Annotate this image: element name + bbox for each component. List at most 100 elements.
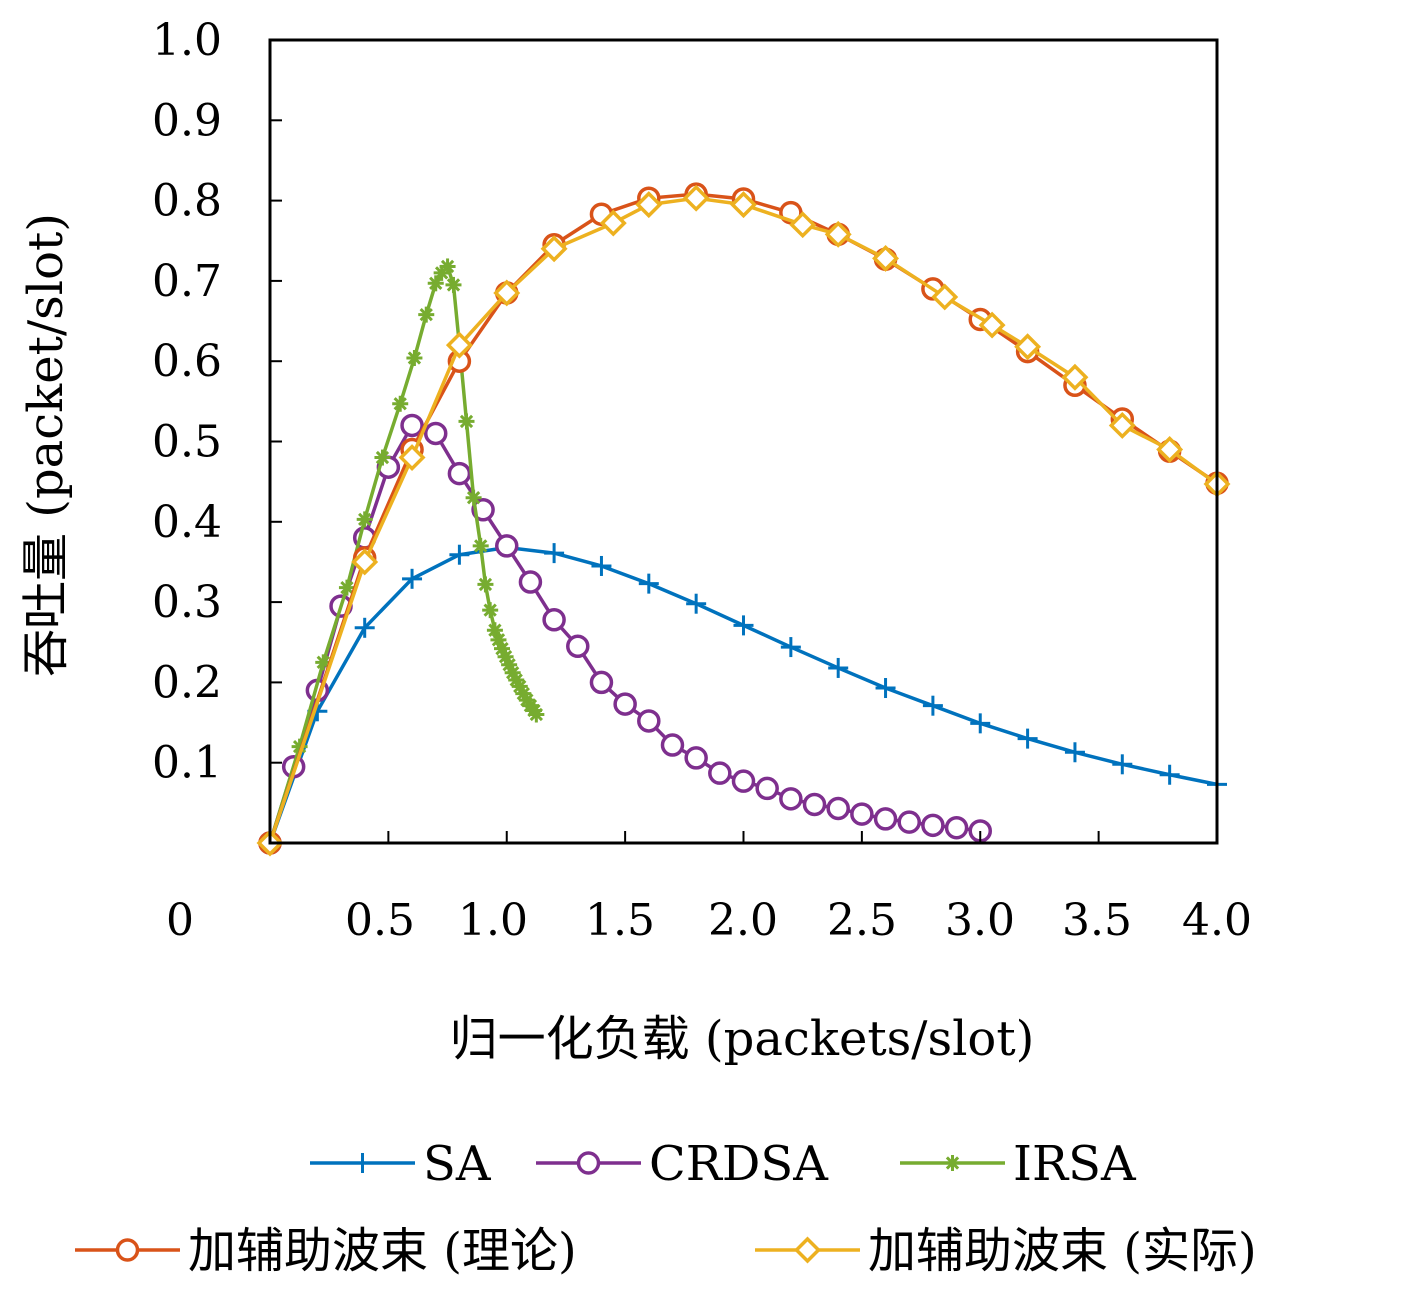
data-point-diamond: [493, 279, 521, 307]
data-point-diamond: [599, 209, 627, 237]
data-point-circle: [471, 498, 495, 522]
x-tick-label: 0.5: [345, 895, 415, 946]
data-point-circle: [921, 813, 945, 838]
data-point-diamond: [794, 1236, 821, 1264]
data-point-asterisk: [528, 706, 545, 723]
data-point-diamond: [931, 283, 959, 311]
legend-item: 加辅助波束 (实际): [755, 1223, 1257, 1279]
legend-label: IRSA: [1013, 1136, 1137, 1192]
y-tick-label: 0.6: [152, 336, 222, 387]
data-point-circle: [731, 769, 756, 793]
series-line: [268, 423, 981, 844]
data-point-asterisk: [944, 1155, 961, 1171]
x-tick-label: 4.0: [1182, 895, 1252, 946]
legend-label: 加辅助波束 (实际): [868, 1223, 1257, 1279]
legend-label: SA: [423, 1136, 492, 1192]
data-point-circle: [897, 810, 921, 834]
data-point-diamond: [1014, 333, 1042, 361]
data-point-plus: [638, 573, 659, 594]
data-point-circle: [850, 802, 874, 826]
data-point-circle: [755, 776, 779, 801]
data-point-diamond: [445, 331, 473, 359]
data-point-asterisk: [418, 306, 435, 323]
data-point-circle: [423, 421, 448, 446]
data-point-diamond: [730, 191, 757, 219]
data-point-diamond: [682, 184, 710, 212]
legend-item: 加辅助波束 (理论): [75, 1223, 577, 1279]
data-point-circle: [576, 1151, 601, 1175]
data-point-plus: [686, 593, 707, 614]
data-point-asterisk: [458, 413, 475, 430]
x-tick-label: 2.5: [827, 895, 897, 946]
data-point-diamond: [540, 235, 568, 263]
legend-item: SA: [310, 1136, 492, 1192]
series-加辅助波束 (实际): [256, 184, 1231, 857]
legend-label: 加辅助波束 (理论): [188, 1223, 577, 1279]
data-point-circle: [826, 796, 850, 821]
y-tick-label: 0.1: [152, 738, 222, 789]
data-point-asterisk: [465, 489, 482, 506]
data-point-circle: [779, 787, 803, 811]
data-point-diamond: [398, 444, 426, 472]
data-point-circle: [708, 761, 732, 785]
data-point-plus: [922, 695, 943, 716]
axis-tick-labels: 0 0.5 1.0 1.5 2.0 2.5 3.0 3.5 4.0 0.1 0.2 0.3 0.4 0.5…: [152, 15, 1252, 946]
y-tick-label: 0.5: [152, 417, 222, 468]
data-point-circle: [802, 792, 827, 817]
data-point-circle: [400, 413, 424, 438]
data-point-plus: [1017, 728, 1038, 749]
data-point-circle: [495, 534, 519, 558]
data-point-plus: [402, 568, 423, 589]
legend-item: CRDSA: [536, 1136, 829, 1192]
data-point-asterisk: [439, 258, 456, 275]
y-tick-label: 1.0: [152, 15, 222, 66]
data-point-diamond: [1156, 436, 1184, 464]
data-point-diamond: [351, 548, 379, 576]
data-point-asterisk: [356, 511, 373, 528]
legend-item: IRSA: [900, 1136, 1137, 1192]
data-point-circle: [944, 815, 969, 840]
y-axis-label: 吞吐量 (packet/slot): [18, 213, 74, 677]
data-point-circle: [684, 746, 708, 770]
data-point-plus: [828, 657, 849, 678]
series-line: [268, 264, 538, 844]
axis-ticks: [270, 119, 1100, 843]
data-point-plus: [449, 544, 470, 565]
data-point-circle: [613, 692, 637, 716]
series-CRDSA: [258, 413, 992, 855]
data-point-circle: [115, 1238, 140, 1262]
x-tick-label: 1.5: [585, 895, 655, 946]
legend: SA CRDSA IRSA 加辅助波束 (理论) 加辅助波束 (实际): [75, 1136, 1257, 1279]
data-point-diamond: [635, 191, 663, 219]
data-point-plus: [591, 555, 612, 576]
data-point-diamond: [978, 311, 1006, 339]
data-point-circle: [637, 709, 661, 733]
data-point-diamond: [789, 211, 817, 239]
y-tick-label: 0.2: [152, 657, 222, 708]
data-point-plus: [780, 637, 801, 658]
data-point-asterisk: [406, 349, 423, 366]
y-tick-label: 0.9: [152, 95, 222, 146]
data-point-plus: [352, 1153, 373, 1173]
data-point-plus: [875, 678, 896, 699]
data-point-plus: [544, 543, 565, 564]
series-SA: [260, 537, 1227, 853]
data-point-circle: [542, 608, 566, 632]
data-point-asterisk: [477, 576, 494, 593]
data-point-asterisk: [338, 579, 355, 596]
x-tick-label: 1.0: [458, 895, 528, 946]
x-tick-label: 3.5: [1062, 895, 1132, 946]
y-tick-label: 0.4: [152, 497, 222, 548]
data-point-circle: [518, 570, 543, 594]
series-group: [256, 182, 1231, 857]
data-point-asterisk: [374, 449, 391, 466]
series-line: [268, 545, 1218, 844]
data-point-plus: [970, 713, 991, 734]
data-point-asterisk: [392, 395, 409, 412]
data-point-circle: [447, 461, 472, 486]
data-point-plus: [354, 617, 375, 638]
data-point-circle: [566, 634, 590, 659]
x-axis-label: 归一化负载 (packets/slot): [450, 1011, 1035, 1067]
data-point-asterisk: [445, 276, 462, 293]
